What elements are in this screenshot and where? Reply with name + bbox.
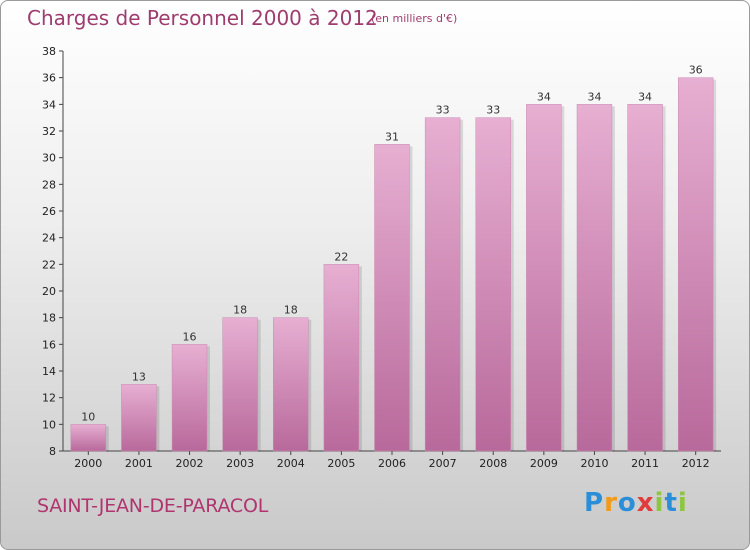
value-label: 31: [385, 130, 399, 143]
value-label: 33: [436, 104, 450, 117]
bar-2008: [475, 117, 511, 452]
x-tick-label: 2010: [580, 457, 608, 470]
bar-2007: [424, 117, 461, 452]
value-label: 18: [284, 304, 298, 317]
y-tick-label: 26: [42, 205, 56, 218]
x-tick-label: 2009: [530, 457, 558, 470]
value-label: 34: [638, 90, 652, 103]
bar-2009: [526, 104, 562, 452]
x-tick-label: 2001: [125, 457, 153, 470]
y-tick-label: 16: [42, 338, 56, 351]
value-label: 34: [587, 90, 601, 103]
y-tick-label: 24: [42, 232, 56, 245]
x-tick-label: 2012: [682, 457, 710, 470]
chart-subtitle: (en milliers d'€): [371, 12, 458, 25]
bar-2004: [273, 317, 309, 452]
bar-2006: [374, 144, 410, 452]
y-tick-label: 38: [42, 45, 56, 58]
bar-2012: [677, 77, 714, 452]
logo-letter: P: [584, 488, 605, 518]
value-label: 16: [183, 330, 197, 343]
value-label: 22: [334, 250, 348, 263]
value-label: 13: [132, 370, 146, 383]
y-tick-label: 10: [42, 418, 56, 431]
bar-2011: [627, 104, 663, 452]
y-tick-label: 14: [42, 365, 56, 378]
y-tick-label: 32: [42, 125, 56, 138]
value-label: 18: [233, 304, 247, 317]
x-tick-label: 2007: [429, 457, 457, 470]
value-label: 10: [81, 410, 95, 423]
y-tick-label: 12: [42, 392, 56, 405]
y-tick-label: 8: [49, 445, 56, 458]
proxiti-logo[interactable]: Proxiti: [584, 488, 688, 518]
bar-2003: [222, 317, 258, 452]
logo-letter: i: [677, 488, 688, 518]
y-tick-label: 30: [42, 152, 56, 165]
value-label: 33: [486, 104, 500, 117]
x-tick-label: 2000: [74, 457, 102, 470]
chart-title: Charges de Personnel 2000 à 2012: [27, 6, 378, 30]
logo-letter: r: [604, 488, 618, 518]
y-tick-label: 20: [42, 285, 56, 298]
value-label: 34: [537, 90, 551, 103]
y-tick-label: 18: [42, 312, 56, 325]
bar-2010: [576, 104, 613, 452]
logo-letter: t: [664, 488, 678, 518]
chart-axes: 8 10 12 14 16 18 20 22 24 26 28 30 32 34 36 38: [42, 45, 721, 458]
bar-2002: [171, 344, 208, 452]
y-tick-label: 22: [42, 258, 56, 271]
logo-letter: x: [636, 488, 655, 518]
x-tick-label: 2002: [176, 457, 204, 470]
bar-2005: [323, 264, 360, 452]
y-tick-label: 34: [42, 98, 56, 111]
x-tick-label: 2005: [327, 457, 355, 470]
logo-letter: i: [654, 488, 665, 518]
bar-2001: [121, 384, 157, 452]
y-tick-label: 36: [42, 72, 56, 85]
chart-bars: [70, 77, 717, 452]
chart-labels: 2000 10 2001 13 2002 16 2003 18 2004 18 2005 22 2006…: [74, 64, 709, 470]
x-tick-label: 2003: [226, 457, 254, 470]
value-label: 36: [689, 64, 703, 77]
logo-letter: o: [617, 488, 637, 518]
x-tick-label: 2004: [277, 457, 305, 470]
x-tick-label: 2011: [631, 457, 659, 470]
x-tick-label: 2006: [378, 457, 406, 470]
place-name: SAINT-JEAN-DE-PARACOL: [37, 495, 269, 517]
y-tick-label: 28: [42, 178, 56, 191]
x-tick-label: 2008: [479, 457, 507, 470]
bar-2000: [70, 424, 107, 452]
